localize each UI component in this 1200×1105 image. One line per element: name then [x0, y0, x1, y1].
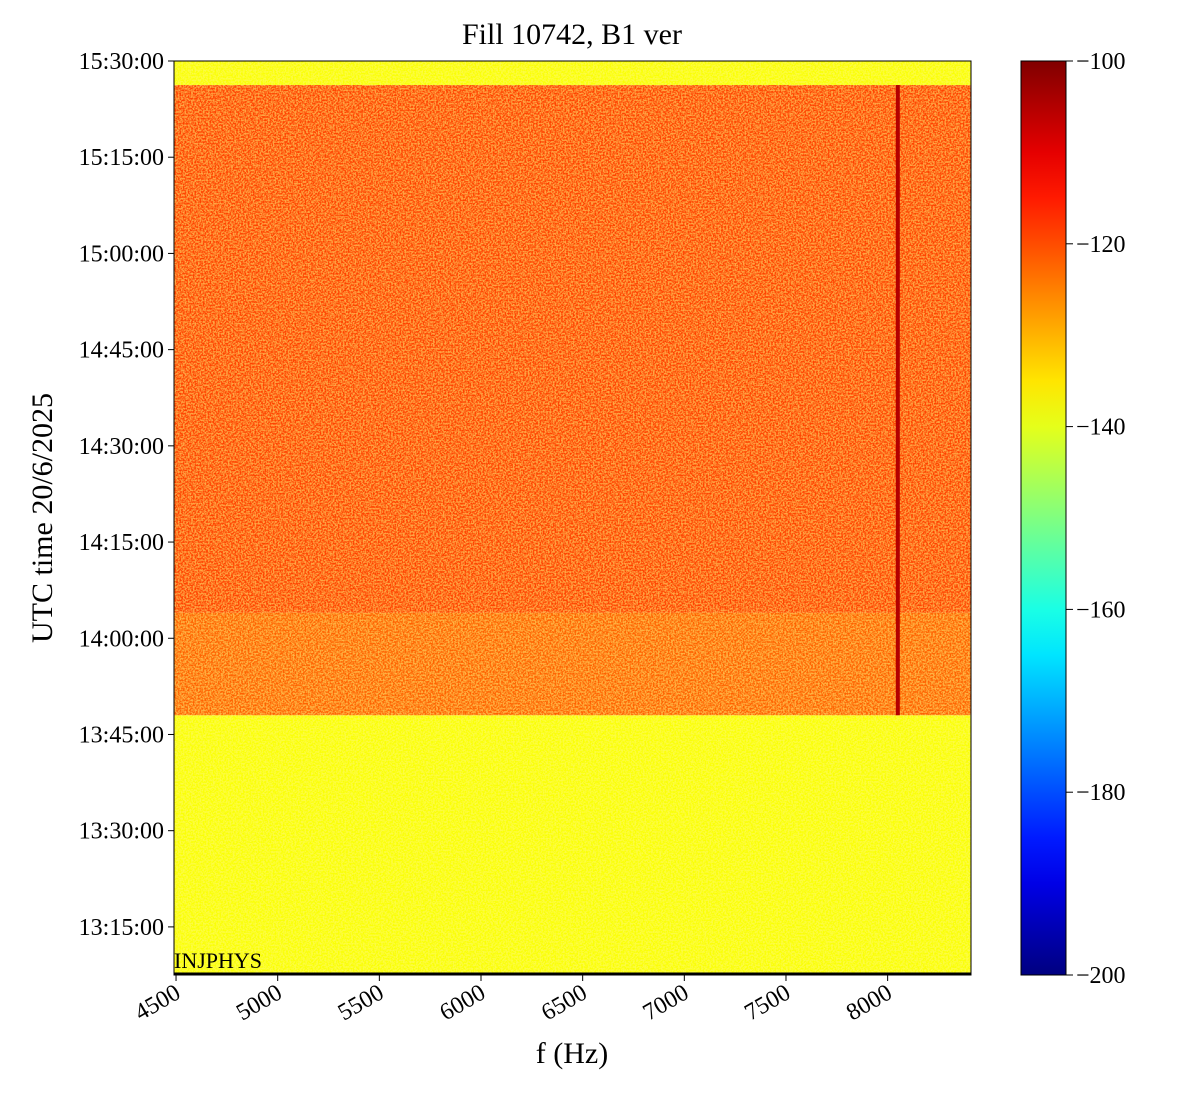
- annotation: INJPHYS: [174, 948, 262, 973]
- colorbar-tick-label: −120: [1076, 232, 1126, 258]
- y-tick-label: 14:00:00: [79, 626, 164, 652]
- colorbar-tick-label: −100: [1076, 49, 1126, 75]
- x-tick-label: 6000: [435, 980, 490, 1027]
- x-tick-label: 5500: [334, 980, 389, 1027]
- x-tick-label: 6500: [537, 980, 592, 1027]
- colorbar: [1020, 60, 1067, 976]
- colorbar-tick-label: −160: [1076, 597, 1126, 623]
- y-tick-label: 15:00:00: [79, 241, 164, 267]
- y-tick-label: 15:15:00: [79, 145, 164, 171]
- colorbar-tick-label: −200: [1076, 963, 1126, 989]
- y-axis-label: UTC time 20/6/2025: [26, 393, 59, 643]
- y-tick-label: 13:15:00: [79, 915, 164, 941]
- plot-frame: [173, 60, 972, 976]
- x-tick-label: 5000: [232, 980, 287, 1027]
- x-tick-label: 8000: [842, 980, 897, 1027]
- x-tick-label: 7000: [639, 980, 694, 1027]
- spectral-line: [895, 85, 900, 716]
- x-tick-label: 7500: [740, 980, 795, 1027]
- y-tick-label: 14:45:00: [79, 338, 164, 364]
- colorbar-tick-label: −140: [1076, 415, 1126, 441]
- y-tick-label: 13:30:00: [79, 819, 164, 845]
- y-tick-label: 15:30:00: [79, 49, 164, 75]
- y-tick-label: 14:30:00: [79, 434, 164, 460]
- y-tick-label: 14:15:00: [79, 530, 164, 556]
- x-tick-label: 4500: [130, 980, 185, 1027]
- y-tick-label: 13:45:00: [79, 722, 164, 748]
- chart-title: Fill 10742, B1 ver: [462, 18, 682, 51]
- plot-area: [173, 60, 972, 976]
- colorbar-tick-label: −180: [1076, 780, 1126, 806]
- x-axis-label: f (Hz): [536, 1037, 608, 1070]
